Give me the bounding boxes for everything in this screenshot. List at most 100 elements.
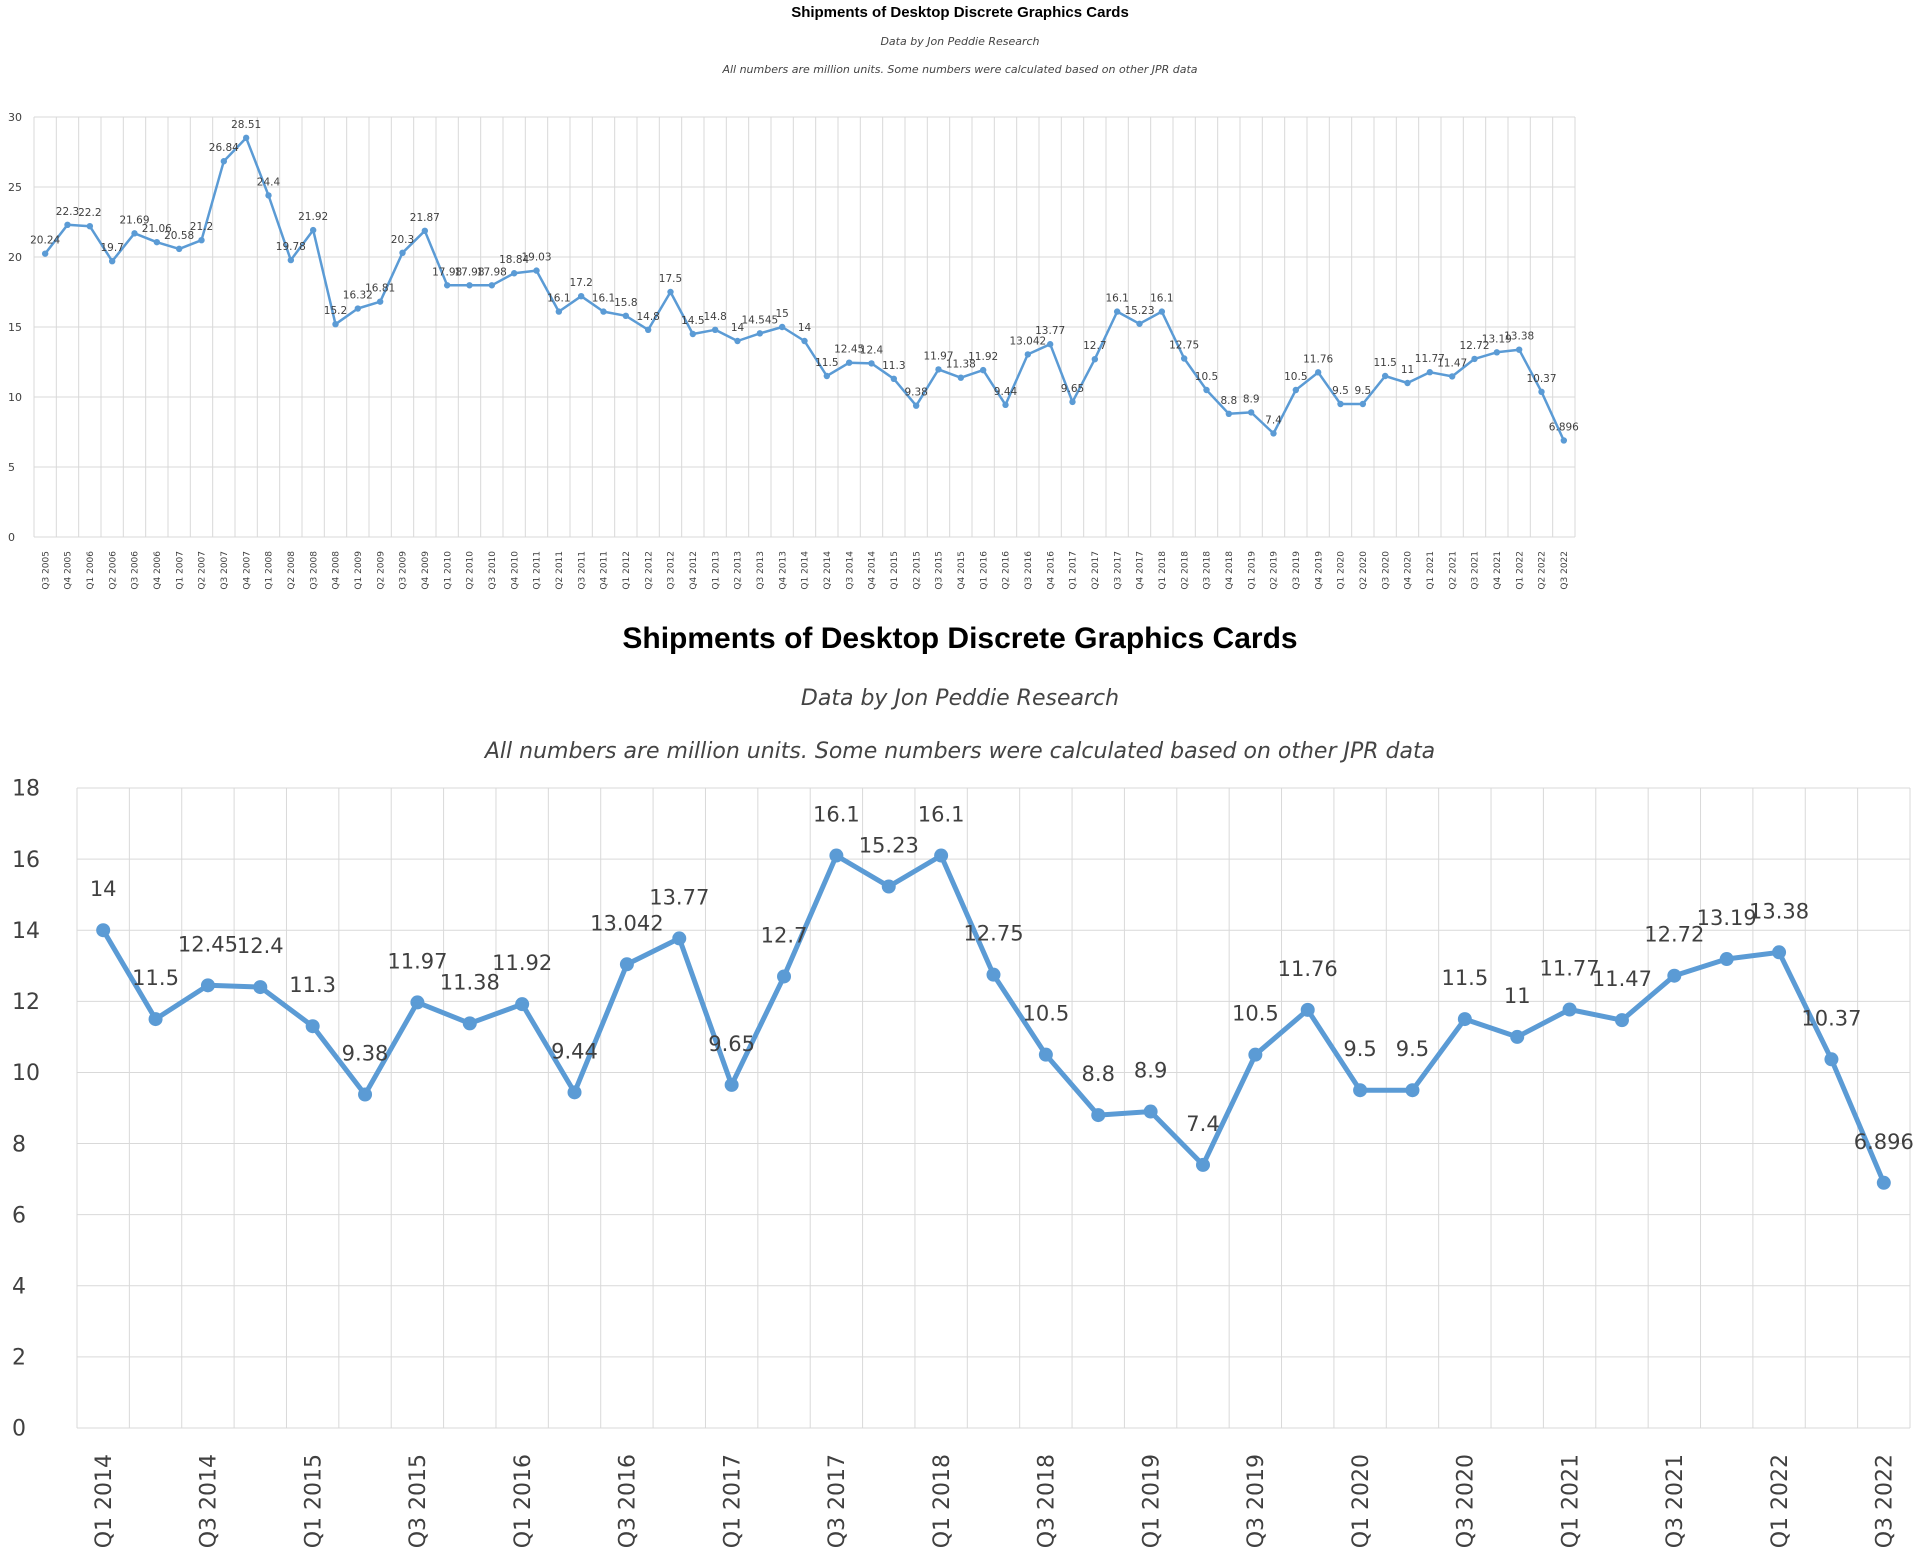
- x-tick-label: Q4 2011: [600, 551, 610, 590]
- data-label: 8.8: [1220, 395, 1237, 407]
- data-point: [1448, 373, 1456, 380]
- x-tick-label: Q3 2018: [1203, 551, 1213, 590]
- data-label: 11.5: [132, 966, 179, 990]
- data-label: 11.47: [1437, 357, 1467, 369]
- data-point: [466, 282, 473, 289]
- data-point: [1515, 346, 1523, 353]
- data-point: [376, 298, 384, 305]
- data-point: [462, 1016, 477, 1031]
- data-label: 16.1: [813, 803, 860, 827]
- data-label: 9.44: [994, 386, 1018, 398]
- data-point: [332, 321, 339, 328]
- x-tick-label: Q3 2017: [825, 1454, 850, 1548]
- x-tick-label: Q1 2014: [92, 1454, 117, 1548]
- y-tick-label: 4: [12, 1274, 26, 1299]
- data-label: 11.76: [1303, 353, 1333, 365]
- data-point: [1248, 1047, 1263, 1062]
- data-label: 10.5: [1284, 371, 1307, 383]
- x-tick-label: Q3 2011: [577, 551, 587, 590]
- data-label: 14: [731, 322, 745, 334]
- data-point: [242, 134, 250, 142]
- data-label: 21.92: [298, 211, 328, 223]
- x-tick-label: Q2 2007: [198, 551, 208, 590]
- x-tick-label: Q1 2008: [265, 551, 275, 590]
- data-point: [1225, 410, 1233, 417]
- x-tick-label: Q4 2007: [242, 551, 252, 590]
- x-tick-label: Q3 2010: [488, 551, 498, 590]
- data-label: 14: [90, 877, 117, 901]
- data-point: [421, 227, 429, 235]
- data-label: 21.06: [142, 223, 172, 235]
- x-tick-label: Q1 2006: [86, 551, 96, 590]
- y-tick-label: 16: [12, 848, 40, 873]
- data-label: 17.98: [454, 266, 484, 278]
- data-label: 11.3: [882, 360, 905, 372]
- x-tick-label: Q1 2012: [622, 551, 632, 590]
- y-tick-label: 10: [12, 1061, 40, 1086]
- data-point: [979, 366, 987, 374]
- x-tick-label: Q3 2021: [1663, 1454, 1688, 1548]
- data-point: [1471, 355, 1478, 363]
- data-label: 11.38: [946, 359, 976, 371]
- x-tick-label: Q2 2015: [912, 551, 922, 590]
- data-point: [1002, 401, 1009, 409]
- data-label: 16.1: [1105, 293, 1128, 305]
- x-tick-label: Q3 2019: [1244, 1454, 1269, 1548]
- data-point: [1292, 386, 1300, 394]
- data-label: 24.4: [257, 176, 281, 188]
- x-tick-label: Q2 2008: [287, 551, 297, 590]
- data-label: 11.5: [815, 357, 838, 369]
- data-point: [1510, 1029, 1525, 1044]
- data-label: 16.1: [592, 293, 615, 305]
- x-tick-label: Q1 2016: [511, 1454, 536, 1548]
- x-tick-label: Q1 2017: [1069, 551, 1079, 590]
- x-tick-label: Q4 2017: [1136, 551, 1146, 590]
- data-point: [64, 221, 71, 228]
- data-point: [305, 1019, 320, 1034]
- x-tick-label: Q3 2015: [406, 1454, 431, 1548]
- y-tick-label: 20: [8, 251, 22, 264]
- y-tick-label: 0: [12, 1417, 26, 1442]
- data-point: [711, 326, 719, 333]
- data-label: 15.8: [614, 297, 637, 309]
- data-point: [555, 308, 563, 315]
- x-tick-label: Q1 2013: [711, 551, 721, 590]
- data-point: [1270, 430, 1277, 437]
- x-tick-label: Q2 2017: [1091, 551, 1101, 590]
- x-tick-label: Q4 2008: [332, 551, 342, 590]
- data-point: [1091, 356, 1099, 363]
- data-label: 6.896: [1854, 1130, 1914, 1154]
- data-point: [1247, 409, 1255, 416]
- data-label: 15.23: [1124, 305, 1154, 317]
- data-label: 21.87: [410, 212, 440, 224]
- data-point: [148, 1012, 163, 1027]
- x-tick-label: Q3 2008: [309, 551, 319, 590]
- data-point: [823, 372, 831, 380]
- data-point: [265, 192, 272, 199]
- data-label: 16.32: [343, 290, 373, 302]
- data-point: [510, 270, 518, 277]
- data-label: 11.76: [1278, 957, 1338, 981]
- data-label: 9.38: [904, 387, 927, 399]
- x-tick-label: Q3 2013: [756, 551, 766, 590]
- data-label: 13.042: [590, 911, 663, 935]
- y-tick-label: 25: [8, 181, 22, 194]
- data-point: [253, 980, 268, 995]
- data-label: 15.2: [324, 305, 347, 317]
- data-label: 12.45: [834, 344, 864, 356]
- x-tick-label: Q1 2015: [890, 551, 900, 590]
- x-tick-label: Q3 2016: [616, 1454, 641, 1548]
- x-tick-label: Q1 2019: [1139, 1454, 1164, 1548]
- data-label: 10.37: [1526, 373, 1556, 385]
- x-tick-label: Q4 2014: [868, 551, 878, 590]
- data-point: [1426, 369, 1434, 376]
- data-point: [881, 879, 896, 894]
- x-tick-label: Q1 2015: [301, 1454, 326, 1548]
- x-tick-label: Q4 2015: [957, 551, 967, 590]
- data-label: 13.77: [1035, 325, 1065, 337]
- data-point: [734, 337, 741, 345]
- data-point: [890, 375, 898, 382]
- data-label: 21.69: [119, 214, 149, 226]
- chart-panel-full-history: Shipments of Desktop Discrete Graphics C…: [0, 0, 1920, 600]
- data-point: [1180, 355, 1188, 362]
